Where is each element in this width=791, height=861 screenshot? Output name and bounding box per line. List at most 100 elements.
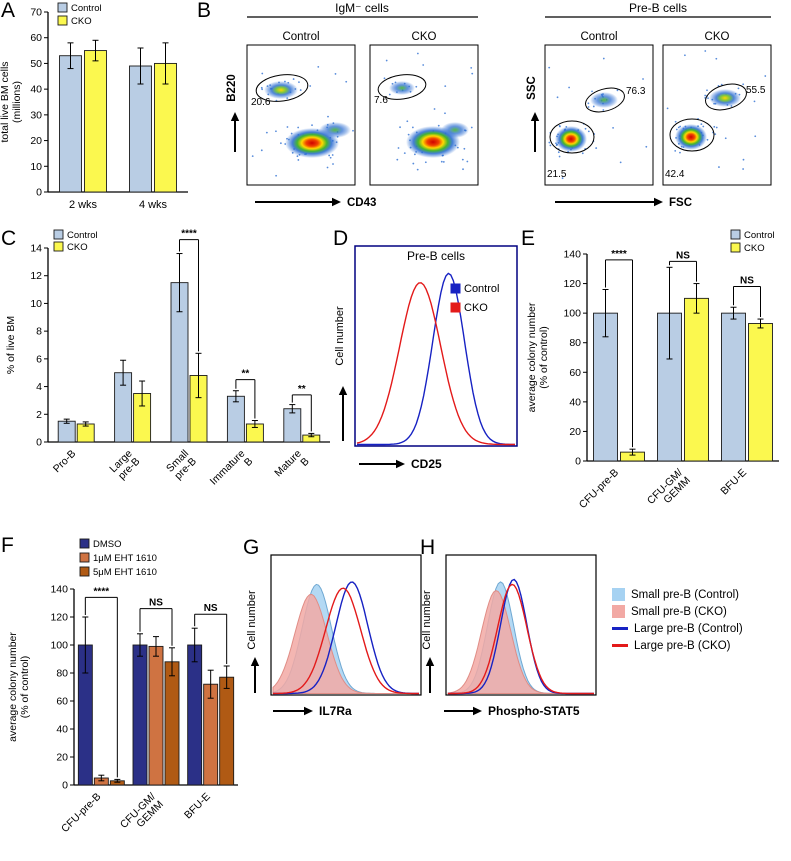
svg-text:120: 120 (50, 612, 68, 624)
svg-text:100: 100 (563, 308, 581, 320)
svg-text:average colony number: average colony number (526, 302, 538, 412)
legend-swatch-blue-line-icon (612, 627, 628, 630)
svg-text:4 wks: 4 wks (139, 199, 168, 211)
panel-letter-g: G (243, 536, 260, 559)
svg-text:Pre-B cells: Pre-B cells (407, 249, 465, 263)
svg-text:total live BM cells: total live BM cells (0, 61, 11, 142)
svg-text:CD25: CD25 (411, 457, 442, 471)
svg-text:NS: NS (740, 276, 754, 287)
svg-text:IL7Ra: IL7Ra (319, 704, 352, 718)
svg-text:(millions): (millions) (11, 81, 23, 123)
svg-text:76.3: 76.3 (626, 86, 646, 97)
svg-text:5μM EHT 1610: 5μM EHT 1610 (93, 567, 157, 578)
svg-text:CFU-pre-B: CFU-pre-B (59, 791, 103, 835)
panel-letter-b: B (197, 0, 212, 22)
svg-text:CKO: CKO (744, 243, 765, 254)
svg-text:Largepre-B: Largepre-B (107, 448, 142, 483)
legend-item-small-preb-control: Small pre-B (Control) (612, 586, 743, 603)
svg-text:****: **** (181, 229, 197, 240)
svg-text:Control: Control (580, 31, 617, 43)
svg-text:0: 0 (36, 187, 42, 199)
svg-text:NS: NS (149, 598, 163, 609)
svg-text:0: 0 (575, 456, 581, 468)
svg-text:SSC: SSC (526, 76, 538, 100)
svg-text:NS: NS (676, 250, 690, 261)
svg-text:120: 120 (563, 278, 581, 290)
svg-text:Cell number: Cell number (246, 590, 258, 650)
svg-text:40: 40 (30, 84, 42, 96)
svg-text:Smallpre-B: Smallpre-B (164, 448, 199, 483)
svg-text:CFU-GM/GEMM: CFU-GM/GEMM (118, 791, 166, 839)
svg-text:CKO: CKO (464, 302, 488, 314)
panel-f-colony-bar-chart: 0 20 40 60 80 100 120 140 average colony number(… (7, 538, 238, 839)
panel-d-cd25-histogram: Pre-B cells Control CKO Cell number CD25 (334, 245, 518, 471)
panel-letter-f: F (1, 534, 14, 557)
svg-text:CD43: CD43 (347, 197, 376, 209)
svg-text:50: 50 (30, 58, 42, 70)
svg-text:% of live BM: % of live BM (5, 316, 17, 374)
panel-c-bm-subset-bar-chart: 0 2 4 6 8 10 12 14 % of live BM Pro-B Largepre-B Sm… (5, 229, 330, 496)
panel-letter-h: H (420, 536, 436, 559)
svg-text:140: 140 (50, 584, 68, 596)
svg-text:140: 140 (563, 249, 581, 261)
svg-text:**: ** (298, 384, 306, 395)
svg-text:Cell number: Cell number (334, 306, 346, 366)
legend-swatch-blue-fill-icon (612, 588, 625, 601)
svg-text:FSC: FSC (669, 197, 692, 209)
svg-text:80: 80 (56, 668, 68, 680)
svg-text:average colony number: average colony number (7, 632, 19, 742)
panel-a-total-bm-bar-chart: 0 10 20 30 40 50 60 70 total live BM cells (milli… (0, 2, 188, 211)
panel-h-phospho-stat5-histogram: Cell number Phospho-STAT5 (421, 554, 597, 718)
svg-text:21.5: 21.5 (547, 169, 567, 180)
legend-label: Large pre-B (CKO) (634, 639, 731, 652)
svg-text:10: 10 (30, 298, 42, 310)
svg-text:30: 30 (30, 109, 42, 121)
svg-text:60: 60 (56, 696, 68, 708)
svg-text:DMSO: DMSO (93, 539, 122, 550)
svg-text:2: 2 (36, 409, 42, 421)
legend-item-large-preb-control: Large pre-B (Control) (612, 620, 743, 637)
svg-text:20: 20 (56, 752, 68, 764)
legend-item-small-preb-cko: Small pre-B (CKO) (612, 603, 743, 620)
svg-text:10: 10 (30, 161, 42, 173)
panel-letter-c: C (1, 227, 17, 250)
svg-text:Control: Control (464, 283, 499, 295)
svg-text:**: ** (242, 369, 250, 380)
svg-text:12: 12 (30, 270, 42, 282)
svg-text:ImmatureB: ImmatureB (208, 448, 256, 496)
svg-text:1μM EHT 1610: 1μM EHT 1610 (93, 553, 157, 564)
svg-text:Control: Control (744, 230, 775, 241)
svg-text:Phospho-STAT5: Phospho-STAT5 (488, 704, 580, 718)
svg-text:80: 80 (569, 337, 581, 349)
panel-e-colony-bar-chart: 0 20 40 60 80 100 120 140 average colony number(… (526, 229, 779, 511)
svg-text:55.5: 55.5 (746, 85, 766, 96)
svg-text:****: **** (611, 249, 627, 260)
svg-text:6: 6 (36, 353, 42, 365)
svg-text:CFU-pre-B: CFU-pre-B (577, 467, 621, 511)
panel-letter-e: E (521, 227, 536, 250)
svg-text:40: 40 (569, 396, 581, 408)
svg-text:BFU-E: BFU-E (718, 467, 749, 498)
svg-text:Pre-B cells: Pre-B cells (629, 1, 687, 15)
legend-item-large-preb-cko: Large pre-B (CKO) (612, 637, 743, 654)
svg-text:BFU-E: BFU-E (182, 791, 213, 822)
svg-text:Control: Control (67, 230, 98, 241)
svg-text:0: 0 (62, 780, 68, 792)
legend-label: Small pre-B (CKO) (631, 605, 727, 618)
svg-text:CKO: CKO (705, 31, 730, 43)
svg-text:CKO: CKO (412, 31, 437, 43)
panel-g-il7ra-histogram: Cell number IL7Ra (246, 554, 422, 718)
svg-text:Pro-B: Pro-B (51, 448, 78, 475)
svg-text:4: 4 (36, 381, 42, 393)
svg-text:20: 20 (30, 135, 42, 147)
svg-text:(% of control): (% of control) (19, 656, 31, 718)
svg-text:70: 70 (30, 7, 42, 19)
svg-text:****: **** (94, 586, 110, 597)
svg-text:14: 14 (30, 243, 42, 255)
svg-text:MatureB: MatureB (272, 448, 311, 487)
histogram-legend: Small pre-B (Control) Small pre-B (CKO) … (612, 586, 743, 654)
legend-label: Small pre-B (Control) (631, 588, 739, 601)
svg-text:(% of control): (% of control) (538, 326, 550, 388)
svg-text:CKO: CKO (71, 16, 92, 27)
